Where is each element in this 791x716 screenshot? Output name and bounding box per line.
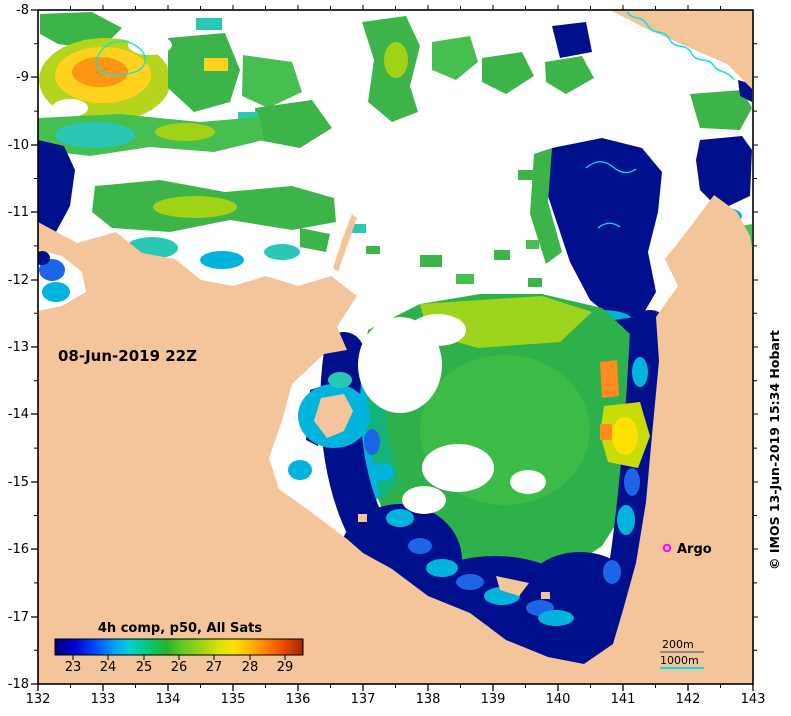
y-tick-label: -15 xyxy=(8,475,29,490)
colorbar-tick-label: 24 xyxy=(100,660,117,675)
y-tick-label: -9 xyxy=(16,70,29,85)
x-tick-label: 135 xyxy=(221,692,246,707)
colorbar-ticks xyxy=(72,655,286,660)
date-label: 08-Jun-2019 22Z xyxy=(58,347,197,365)
mornington-island xyxy=(496,576,529,596)
colorbar-tick-label: 29 xyxy=(277,660,294,675)
depth-contour-squiggle xyxy=(95,40,146,76)
y-axis-major-ticks xyxy=(31,9,38,685)
x-tick-label: 133 xyxy=(91,692,116,707)
colorbar-title: 4h comp, p50, All Sats xyxy=(98,621,262,636)
x-tick-label: 136 xyxy=(286,692,311,707)
groote-eylandt-island xyxy=(314,394,353,438)
y-tick-label: -11 xyxy=(8,205,29,220)
x-tick-label: 134 xyxy=(156,692,181,707)
colorbar-tick-label: 28 xyxy=(242,660,259,675)
colorbar-tick-label: 26 xyxy=(171,660,188,675)
x-tick-label: 139 xyxy=(481,692,506,707)
y-tick-label: -10 xyxy=(8,138,29,153)
fly-river xyxy=(626,11,735,81)
copyright-label: © IMOS 13-Jun-2019 15:34 Hobart xyxy=(767,330,782,570)
colorbar-tick-label: 25 xyxy=(136,660,153,675)
x-axis-labels: 132 133 134 135 136 137 138 139 140 141 … xyxy=(26,692,766,707)
y-tick-label: -17 xyxy=(8,610,29,625)
x-tick-label: 138 xyxy=(416,692,441,707)
y-axis-labels: -8 -9 -10 -11 -12 -13 -14 -15 -16 -17 -1… xyxy=(8,3,29,692)
y-axis-minor-ticks xyxy=(34,43,38,651)
sst-data-layer xyxy=(38,12,752,675)
top-axis-ticks xyxy=(70,5,721,10)
colorbar: 4h comp, p50, All Sats 23 24 25 26 27 28… xyxy=(54,621,304,675)
wessel-islands xyxy=(333,214,357,272)
pellew-islands xyxy=(358,514,367,522)
x-tick-label: 137 xyxy=(351,692,376,707)
colorbar-tick-label: 27 xyxy=(206,660,223,675)
argo-marker-icon xyxy=(662,543,672,553)
y-tick-label: -18 xyxy=(8,677,29,692)
wellesley-islet xyxy=(541,592,550,599)
y-tick-label: -13 xyxy=(8,340,29,355)
y-tick-label: -16 xyxy=(8,542,29,557)
y-tick-label: -12 xyxy=(8,273,29,288)
colorbar-gradient xyxy=(54,638,304,656)
x-axis-minor-ticks xyxy=(70,684,721,688)
x-tick-label: 140 xyxy=(546,692,571,707)
depth-1000-label: 1000m xyxy=(660,654,699,667)
x-axis-major-ticks xyxy=(37,684,754,691)
argo-label: Argo xyxy=(677,542,712,557)
depth-200-label: 200m xyxy=(662,638,694,651)
x-tick-label: 143 xyxy=(741,692,766,707)
y-tick-label: -8 xyxy=(16,3,29,18)
x-tick-label: 132 xyxy=(26,692,51,707)
y-tick-label: -14 xyxy=(8,407,29,422)
png-land xyxy=(610,10,753,90)
x-tick-label: 141 xyxy=(611,692,636,707)
australia-mainland xyxy=(38,195,753,684)
right-axis-ticks xyxy=(753,43,758,651)
land-layer xyxy=(38,10,753,684)
depth-legend: 200m 1000m xyxy=(660,638,704,669)
colorbar-tick-label: 23 xyxy=(65,660,82,675)
x-tick-label: 142 xyxy=(676,692,701,707)
argo-annotation: Argo xyxy=(662,542,712,557)
